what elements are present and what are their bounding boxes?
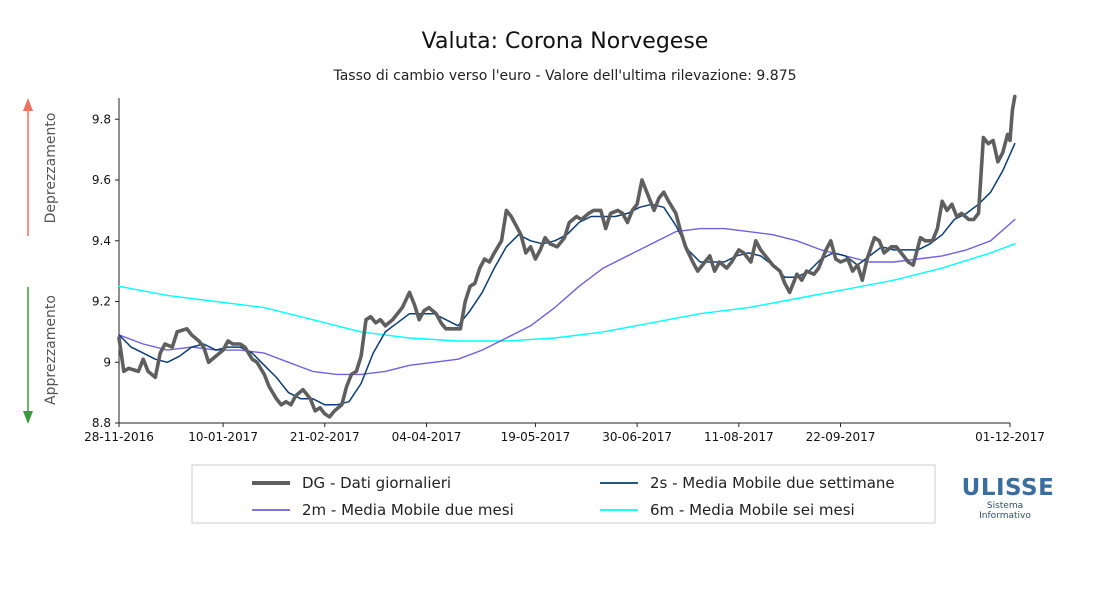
arrow-down-icon — [23, 411, 33, 424]
legend-label-ma6m: 6m - Media Mobile sei mesi — [650, 501, 855, 519]
y-tick-label: 9.4 — [92, 234, 111, 248]
legend-label-ma2m: 2m - Media Mobile due mesi — [302, 501, 514, 519]
legend-item-ma2m: 2m - Media Mobile due mesi — [252, 501, 514, 519]
logo-line2: Informativo — [979, 511, 1031, 521]
y-ticks: 8.8 9 9.2 9.4 9.6 9.8 — [92, 112, 119, 430]
series-lines — [117, 94, 1017, 419]
series-line-ma2s — [118, 142, 1016, 406]
x-tick-label: 04-04-2017 — [392, 430, 462, 444]
legend-item-ma2s: 2s - Media Mobile due settimane — [600, 474, 895, 492]
logo-wordmark: ULISSE — [962, 475, 1055, 501]
x-tick-label: 28-11-2016 — [84, 430, 154, 444]
series-line-ma6m — [118, 243, 1016, 342]
legend-item-dg: DG - Dati giornalieri — [252, 474, 451, 492]
y-tick-label: 9.6 — [92, 173, 111, 187]
depreciation-label: Deprezzamento — [43, 113, 59, 224]
logo-line1: Sistema — [987, 501, 1023, 511]
depreciation-indicator: Deprezzamento — [23, 98, 59, 236]
legend: DG - Dati giornalieri 2s - Media Mobile … — [191, 464, 936, 524]
series-line-dg — [117, 94, 1017, 419]
x-tick-label: 30-06-2017 — [602, 430, 672, 444]
x-ticks: 28-11-2016 10-01-2017 21-02-2017 04-04-2017… — [84, 423, 1045, 444]
x-tick-label: 21-02-2017 — [290, 430, 360, 444]
x-tick-label: 19-05-2017 — [501, 430, 571, 444]
appreciation-label: Apprezzamento — [43, 295, 59, 405]
legend-label-dg: DG - Dati giornalieri — [302, 474, 451, 492]
y-tick-label: 9 — [103, 355, 111, 369]
arrow-up-icon — [23, 98, 33, 111]
chart-title: Valuta: Corona Norvegese — [422, 29, 709, 54]
legend-box — [191, 464, 936, 524]
y-tick-label: 9.8 — [92, 112, 111, 126]
legend-item-ma6m: 6m - Media Mobile sei mesi — [600, 501, 855, 519]
x-tick-label: 11-08-2017 — [704, 430, 774, 444]
chart-subtitle: Tasso di cambio verso l'euro - Valore de… — [332, 68, 796, 84]
y-tick-label: 9.2 — [92, 295, 111, 309]
ulisse-logo: ULISSE Sistema Informativo — [962, 475, 1055, 521]
x-tick-label: 01-12-2017 — [975, 430, 1045, 444]
legend-label-ma2s: 2s - Media Mobile due settimane — [650, 474, 895, 492]
x-tick-label: 10-01-2017 — [188, 430, 258, 444]
appreciation-indicator: Apprezzamento — [23, 287, 59, 424]
y-tick-label: 8.8 — [92, 416, 111, 430]
x-tick-label: 22-09-2017 — [806, 430, 876, 444]
